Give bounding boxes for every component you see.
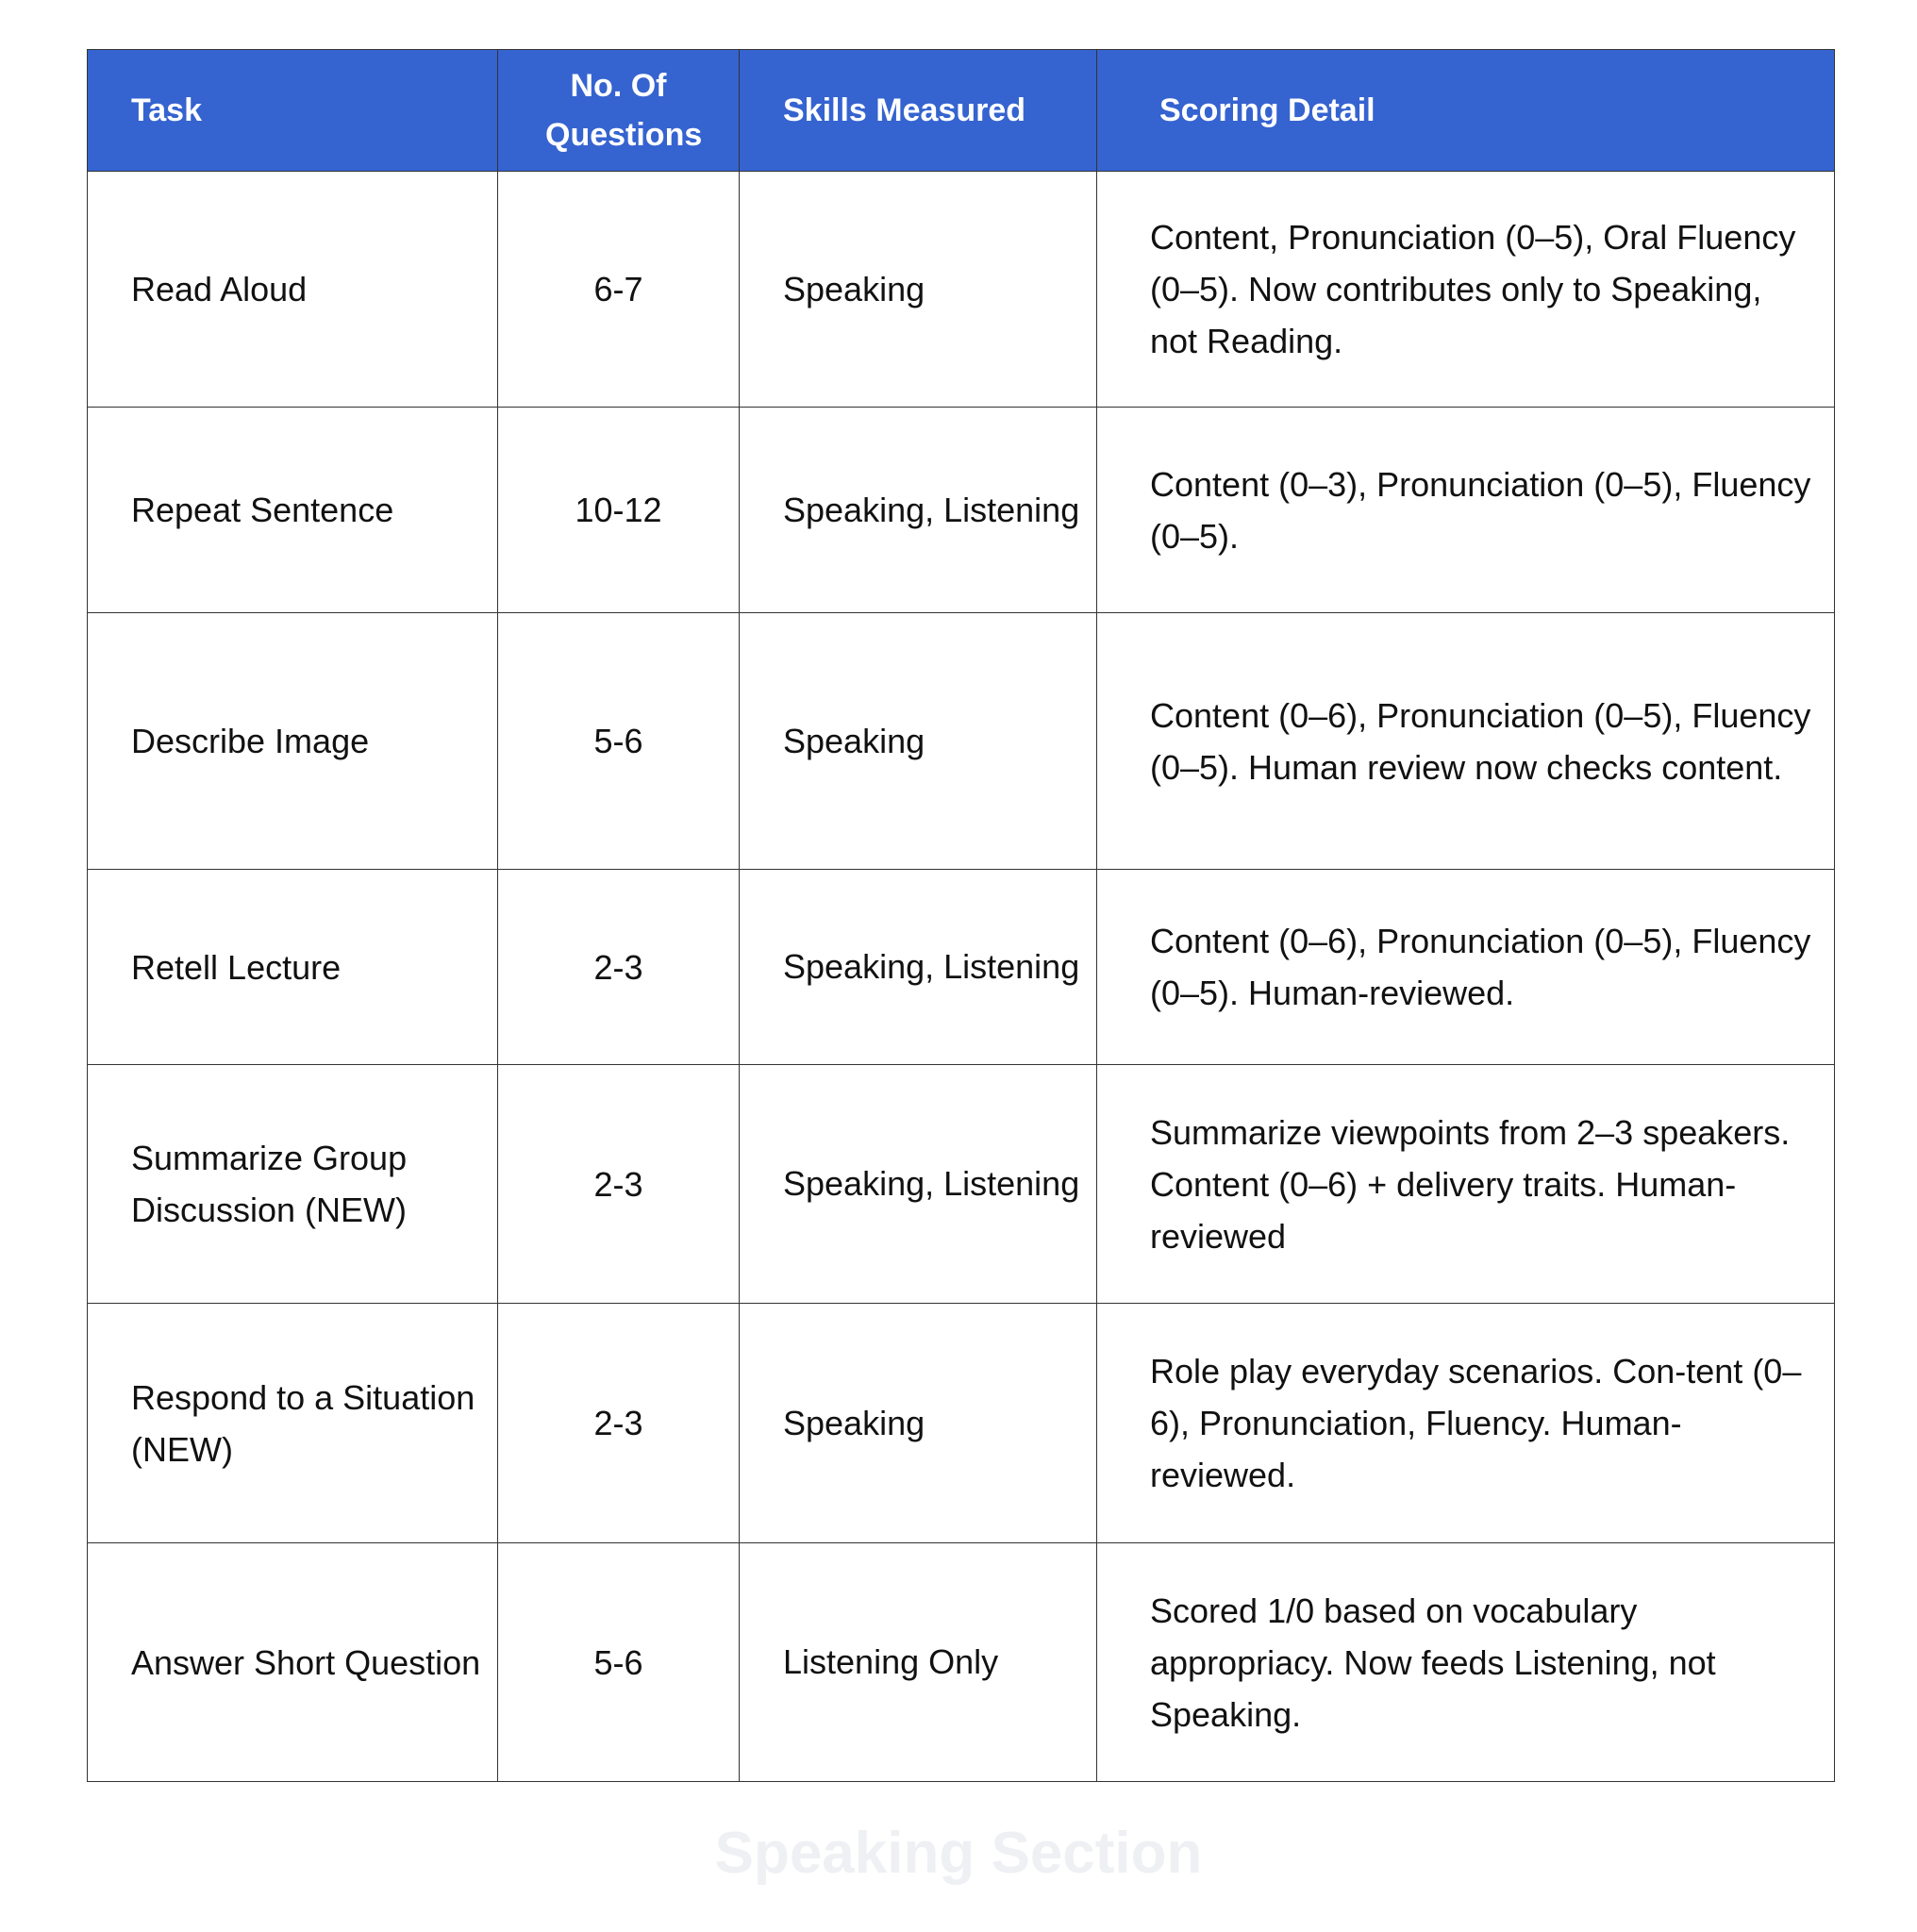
- table-header-row: Task No. Of Questions Skills Measured Sc…: [87, 49, 1835, 172]
- task-cell: Describe Image: [87, 612, 498, 870]
- detail-cell: Scored 1/0 based on vocabulary appropria…: [1096, 1542, 1835, 1782]
- count-cell: 5-6: [497, 612, 740, 870]
- header-skills: Skills Measured: [739, 49, 1097, 172]
- task-cell: Respond to a Situation (NEW): [87, 1303, 498, 1543]
- skills-cell: Listening Only: [739, 1542, 1097, 1782]
- count-cell: 5-6: [497, 1542, 740, 1782]
- count-cell: 2-3: [497, 869, 740, 1065]
- table-row: Answer Short Question 5-6 Listening Only Sc…: [87, 1542, 1835, 1782]
- header-count: No. Of Questions: [497, 49, 740, 172]
- detail-cell: Content, Pronunciation (0–5), Oral Fluen…: [1096, 171, 1835, 408]
- task-cell: Repeat Sentence: [87, 407, 498, 613]
- skills-cell: Speaking: [739, 612, 1097, 870]
- count-cell: 10-12: [497, 407, 740, 613]
- table-row: Repeat Sentence 10-12 Speaking, Listening C…: [87, 407, 1835, 613]
- task-cell: Answer Short Question: [87, 1542, 498, 1782]
- skills-cell: Speaking: [739, 1303, 1097, 1543]
- skills-cell: Speaking, Listening: [739, 407, 1097, 613]
- table-row: Summarize Group Discussion (NEW) 2-3 Speak…: [87, 1064, 1835, 1304]
- skills-cell: Speaking: [739, 171, 1097, 408]
- header-task: Task: [87, 49, 498, 172]
- count-cell: 2-3: [497, 1303, 740, 1543]
- header-detail: Scoring Detail: [1096, 49, 1835, 172]
- table-row: Read Aloud 6-7 Speaking Content, Pronunciat…: [87, 171, 1835, 408]
- detail-cell: Content (0–3), Pronunciation (0–5), Flue…: [1096, 407, 1835, 613]
- task-cell: Read Aloud: [87, 171, 498, 408]
- table-row: Describe Image 5-6 Speaking Content (0–6), …: [87, 612, 1835, 870]
- detail-cell: Summarize viewpoints from 2–3 speakers. …: [1096, 1064, 1835, 1304]
- skills-cell: Speaking, Listening: [739, 869, 1097, 1065]
- speaking-tasks-table: Task No. Of Questions Skills Measured Sc…: [87, 49, 1835, 1782]
- detail-cell: Content (0–6), Pronunciation (0–5), Flue…: [1096, 869, 1835, 1065]
- detail-cell: Content (0–6), Pronunciation (0–5), Flue…: [1096, 612, 1835, 870]
- page-content: Task No. Of Questions Skills Measured Sc…: [87, 49, 1835, 1886]
- skills-cell: Speaking, Listening: [739, 1064, 1097, 1304]
- detail-cell: Role play everyday scenarios. Con-tent (…: [1096, 1303, 1835, 1543]
- table-row: Retell Lecture 2-3 Speaking, Listening Cont…: [87, 869, 1835, 1065]
- task-cell: Retell Lecture: [87, 869, 498, 1065]
- caption: Speaking Section: [714, 1821, 1203, 1886]
- count-cell: 2-3: [497, 1064, 740, 1304]
- task-cell: Summarize Group Discussion (NEW): [87, 1064, 498, 1304]
- count-cell: 6-7: [497, 171, 740, 408]
- table-row: Respond to a Situation (NEW) 2-3 Speaking R…: [87, 1303, 1835, 1543]
